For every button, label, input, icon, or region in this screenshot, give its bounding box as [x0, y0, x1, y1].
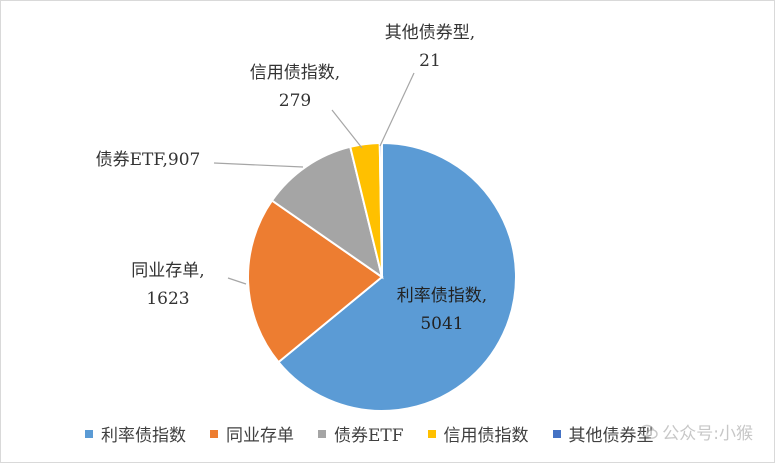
legend-item: 债券ETF: [318, 421, 404, 446]
watermark-text: 公众号:小猴: [662, 424, 753, 444]
pie-slice: [247, 199, 384, 364]
legend-item: 其他债券型: [552, 421, 654, 446]
watermark: 公众号:小猴: [640, 419, 753, 444]
data-label: 其他债券型,: [385, 23, 475, 43]
legend-swatch: [552, 429, 561, 438]
data-label: 利率债指数,: [397, 286, 487, 306]
legend-swatch: [318, 429, 326, 438]
pie-slice: [270, 145, 384, 280]
legend-swatch: [210, 429, 218, 438]
leader-line: [331, 109, 363, 149]
legend-label: 信用债指数: [443, 426, 529, 446]
legend-label: 债券ETF: [334, 426, 404, 446]
legend: 利率债指数 同业存单 债券ETF 信用债指数 其他债券型: [85, 421, 678, 446]
legend-item: 同业存单: [210, 421, 294, 446]
legend-label: 利率债指数: [101, 426, 186, 446]
wechat-icon: [640, 424, 658, 439]
data-label-value: 279: [279, 91, 311, 111]
legend-label: 其他债券型: [568, 426, 654, 446]
legend-item: 利率债指数: [85, 421, 186, 446]
legend-swatch: [85, 429, 93, 438]
data-label-value: 1623: [146, 289, 189, 309]
data-label-value: 21: [419, 51, 441, 71]
data-label: 债券ETF,907: [96, 150, 201, 170]
legend-label: 同业存单: [226, 426, 294, 446]
legend-swatch: [427, 429, 436, 438]
data-label-value: 5041: [420, 314, 463, 334]
data-label: 同业存单,: [131, 261, 204, 281]
legend-item: 信用债指数: [427, 421, 529, 446]
data-label: 信用债指数,: [250, 63, 340, 83]
pie-slice: [277, 141, 517, 412]
leader-line: [379, 72, 415, 147]
leader-line: [213, 162, 304, 168]
leader-line: [227, 277, 247, 285]
